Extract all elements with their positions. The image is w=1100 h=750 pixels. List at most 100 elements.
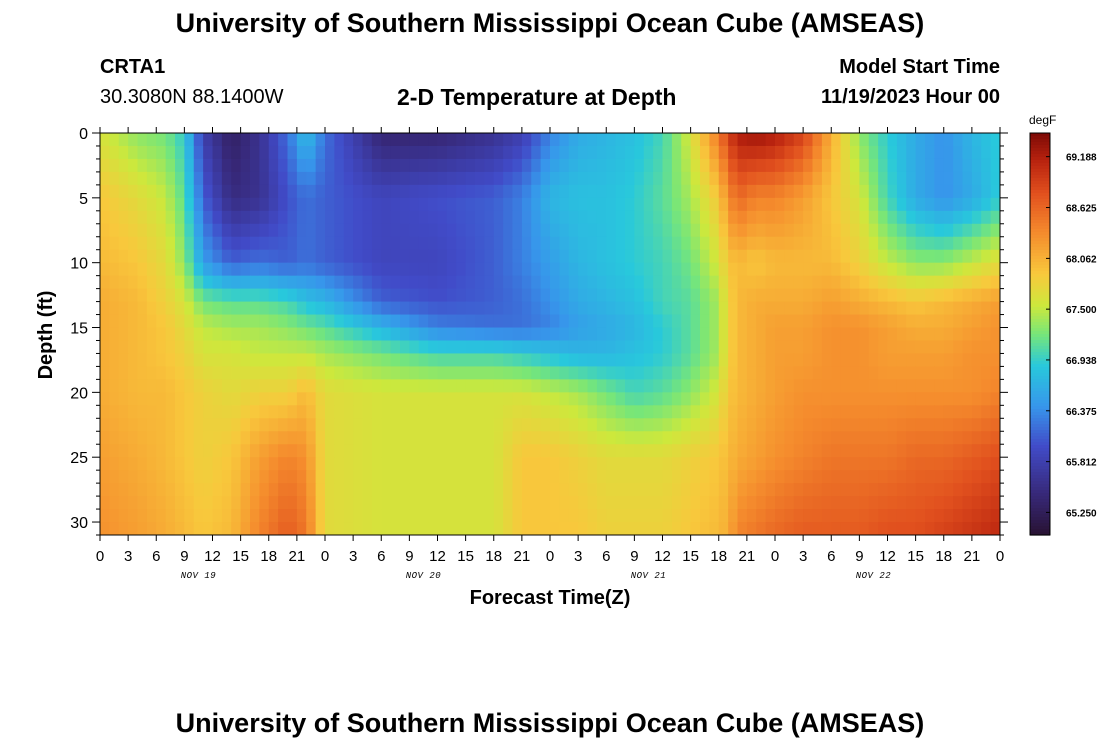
heatmap-cell bbox=[812, 210, 823, 225]
heatmap-cell bbox=[325, 405, 335, 419]
heatmap-cell bbox=[146, 158, 157, 173]
heatmap-cell bbox=[737, 379, 748, 393]
heatmap-cell bbox=[690, 509, 701, 523]
heatmap-cell bbox=[934, 444, 945, 458]
heatmap-cell bbox=[418, 470, 429, 484]
heatmap-cell bbox=[671, 327, 682, 342]
heatmap-cell bbox=[840, 522, 851, 535]
heatmap-cell bbox=[906, 184, 917, 199]
heatmap-cell bbox=[700, 133, 710, 147]
heatmap-cell bbox=[662, 223, 673, 238]
heatmap-cell bbox=[700, 522, 710, 535]
heatmap-cell bbox=[906, 171, 917, 186]
heatmap-cell bbox=[428, 288, 439, 303]
heatmap-cell bbox=[437, 158, 448, 173]
heatmap-cell bbox=[925, 301, 935, 316]
heatmap-cell bbox=[737, 366, 748, 380]
colorbar-tick-label: 66.375 bbox=[1066, 407, 1097, 418]
heatmap-cell bbox=[343, 457, 354, 471]
heatmap-cell bbox=[887, 431, 898, 445]
heatmap-cell bbox=[278, 314, 289, 329]
heatmap-cell bbox=[531, 340, 542, 355]
heatmap-cell bbox=[925, 353, 935, 368]
heatmap-cell bbox=[775, 353, 785, 368]
colorbar-segment bbox=[1030, 514, 1050, 518]
heatmap-cell bbox=[681, 145, 692, 160]
heatmap-cell bbox=[409, 392, 420, 406]
heatmap-cell bbox=[165, 249, 176, 264]
heatmap-cell bbox=[184, 158, 195, 173]
heatmap-cell bbox=[278, 353, 289, 368]
heatmap-cell bbox=[503, 405, 514, 419]
heatmap-cell bbox=[896, 249, 907, 264]
colorbar-segment bbox=[1030, 478, 1050, 482]
heatmap-cell bbox=[831, 431, 842, 445]
heatmap-cell bbox=[540, 171, 551, 186]
heatmap-cell bbox=[503, 496, 514, 510]
heatmap-cell bbox=[700, 431, 710, 445]
heatmap-cell bbox=[971, 392, 982, 406]
heatmap-cell bbox=[137, 197, 148, 212]
heatmap-cell bbox=[193, 522, 204, 535]
heatmap-cell bbox=[709, 314, 720, 329]
heatmap-cell bbox=[465, 379, 476, 393]
heatmap-cell bbox=[868, 197, 879, 212]
heatmap-cell bbox=[512, 327, 523, 342]
heatmap-cell bbox=[793, 275, 804, 290]
heatmap-cell bbox=[371, 327, 382, 342]
heatmap-cell bbox=[231, 288, 242, 303]
heatmap-cell bbox=[559, 379, 570, 393]
heatmap-cell bbox=[334, 470, 345, 484]
heatmap-cell bbox=[146, 418, 157, 432]
heatmap-cell bbox=[278, 418, 289, 432]
heatmap-cell bbox=[128, 379, 139, 393]
heatmap-cell bbox=[953, 314, 964, 329]
heatmap-cell bbox=[568, 444, 579, 458]
heatmap-cell bbox=[840, 483, 851, 497]
heatmap-cell bbox=[868, 210, 879, 225]
heatmap-cell bbox=[287, 133, 298, 147]
heatmap-cell bbox=[362, 133, 373, 147]
heatmap-cell bbox=[915, 145, 926, 160]
heatmap-cell bbox=[400, 262, 410, 277]
heatmap-cell bbox=[737, 431, 748, 445]
heatmap-cell bbox=[587, 470, 598, 484]
heatmap-cell bbox=[521, 210, 532, 225]
heatmap-cell bbox=[428, 223, 439, 238]
heatmap-cell bbox=[746, 496, 757, 510]
heatmap-cell bbox=[812, 418, 823, 432]
heatmap-cell bbox=[278, 496, 289, 510]
heatmap-cell bbox=[746, 314, 757, 329]
heatmap-cell bbox=[250, 133, 260, 147]
heatmap-cell bbox=[878, 431, 889, 445]
heatmap-cell bbox=[400, 470, 410, 484]
heatmap-cell bbox=[240, 340, 251, 355]
heatmap-cell bbox=[306, 327, 317, 342]
heatmap-cell bbox=[775, 496, 785, 510]
day-label: NOV 22 bbox=[856, 571, 892, 581]
heatmap-cell bbox=[728, 275, 739, 290]
heatmap-cell bbox=[493, 392, 504, 406]
heatmap-cell bbox=[503, 184, 514, 199]
heatmap-cell bbox=[981, 340, 992, 355]
colorbar-segment bbox=[1030, 223, 1050, 227]
heatmap-cell bbox=[231, 210, 242, 225]
heatmap-cell bbox=[934, 353, 945, 368]
heatmap-cell bbox=[953, 249, 964, 264]
heatmap-cell bbox=[193, 314, 204, 329]
heatmap-cell bbox=[896, 418, 907, 432]
heatmap-cell bbox=[821, 470, 832, 484]
heatmap-cell bbox=[887, 249, 898, 264]
heatmap-cell bbox=[840, 353, 851, 368]
heatmap-cell bbox=[428, 249, 439, 264]
x-tick-label: 9 bbox=[630, 548, 638, 565]
heatmap-cell bbox=[765, 353, 776, 368]
heatmap-cell bbox=[362, 249, 373, 264]
heatmap-cell bbox=[231, 158, 242, 173]
heatmap-cell bbox=[512, 223, 523, 238]
heatmap-cell bbox=[503, 444, 514, 458]
heatmap-cell bbox=[212, 158, 223, 173]
heatmap-cell bbox=[831, 288, 842, 303]
heatmap-cell bbox=[212, 223, 223, 238]
heatmap-cell bbox=[737, 405, 748, 419]
